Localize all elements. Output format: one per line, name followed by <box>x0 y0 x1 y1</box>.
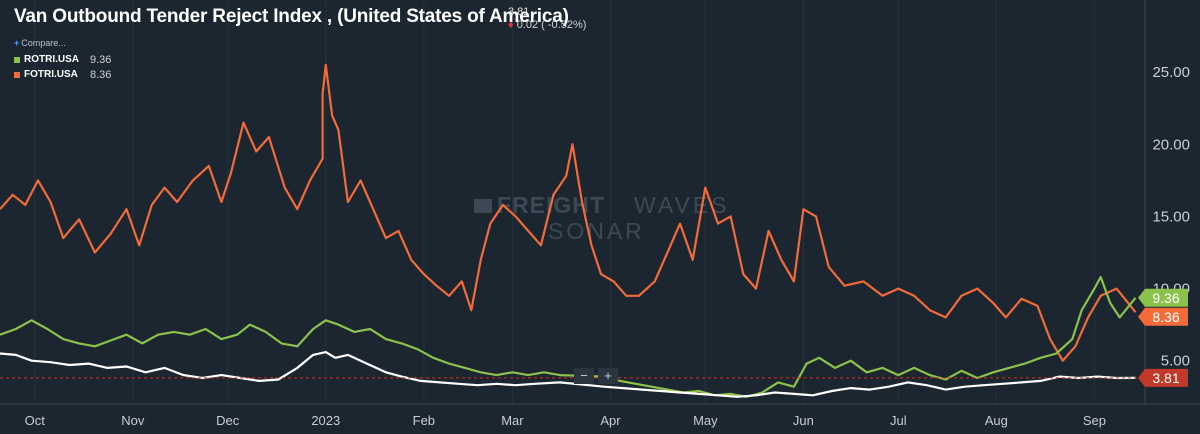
x-tick-nov: Nov <box>121 413 145 428</box>
x-tick-apr: Apr <box>600 413 621 428</box>
y-tick-5.00: 5.00 <box>1161 353 1190 370</box>
compare-button[interactable]: + Compare... <box>14 38 111 48</box>
y-tick-20.00: 20.00 <box>1152 136 1190 153</box>
zoom-controls: − + <box>574 368 622 384</box>
value-badges: 9.36 8.36 3.81 <box>1138 288 1188 387</box>
y-tick-25.00: 25.00 <box>1152 64 1190 81</box>
x-tick-aug: Aug <box>985 413 1008 428</box>
x-tick-dec: Dec <box>216 413 240 428</box>
chart-header: Van Outbound Tender Reject Index , (Unit… <box>14 6 569 28</box>
last-price: 3.81 <box>508 6 530 18</box>
x-tick-jun: Jun <box>793 413 814 428</box>
compare-label: Compare... <box>21 38 66 48</box>
x-tick-2023: 2023 <box>311 413 340 428</box>
value-badge-bg <box>1138 307 1188 326</box>
price-box: 3.81 ♦ 0.02 ( -0.52%) <box>508 6 586 32</box>
chart-title: Van Outbound Tender Reject Index , (Unit… <box>14 6 569 27</box>
legend-swatch <box>14 56 20 63</box>
price-change: ♦ 0.02 ( -0.52%) <box>508 19 586 32</box>
x-tick-sep: Sep <box>1083 413 1106 428</box>
legend-item-name: ROTRI.USA <box>24 54 79 65</box>
zoom-out-button[interactable]: − <box>574 368 594 384</box>
change-value: 0.02 ( -0.52%) <box>516 19 587 31</box>
chart-gridlines <box>34 0 1095 404</box>
legend-item-name: FOTRI.USA <box>24 69 78 80</box>
x-tick-jul: Jul <box>890 413 907 428</box>
legend-swatch <box>14 71 20 78</box>
value-badge-text: 3.81 <box>1152 370 1179 386</box>
plus-icon: + <box>14 38 20 48</box>
legend: + Compare... ROTRI.USA 9.36 FOTRI.USA 8.3… <box>14 38 111 82</box>
x-tick-mar: Mar <box>501 413 524 428</box>
series-line-fotri-usa <box>0 63 1137 362</box>
legend-item-value: 8.36 <box>90 68 112 81</box>
y-tick-15.00: 15.00 <box>1152 208 1190 225</box>
freightwaves-logo-icon <box>474 199 492 213</box>
value-badge-9.36: 9.36 <box>1138 288 1188 307</box>
x-tick-may: May <box>693 413 718 428</box>
value-badge-3.81: 3.81 <box>1138 368 1188 387</box>
freightwaves-sonar-watermark: FREIGHT WAVES SONAR <box>474 192 727 244</box>
watermark-product: SONAR <box>548 218 645 244</box>
x-axis-ticks: Oct Nov Dec 2023 Feb Mar Apr May Jun Jul Aug Sep <box>25 413 1106 428</box>
legend-item-fotri[interactable]: FOTRI.USA 8.36 <box>14 67 111 82</box>
series-line-votri-usa <box>0 351 1136 398</box>
value-badge-bg <box>1138 288 1188 307</box>
x-tick-feb: Feb <box>413 413 435 428</box>
legend-item-rotri[interactable]: ROTRI.USA 9.36 <box>14 52 111 67</box>
value-badge-8.36: 8.36 <box>1138 307 1188 326</box>
x-tick-oct: Oct <box>25 413 46 428</box>
zoom-in-button[interactable]: + <box>598 368 618 384</box>
change-down-icon: ♦ <box>508 19 514 31</box>
value-badge-text: 9.36 <box>1152 290 1179 306</box>
legend-item-value: 9.36 <box>90 53 112 66</box>
value-badge-text: 8.36 <box>1152 309 1179 325</box>
value-badge-bg <box>1138 368 1188 387</box>
